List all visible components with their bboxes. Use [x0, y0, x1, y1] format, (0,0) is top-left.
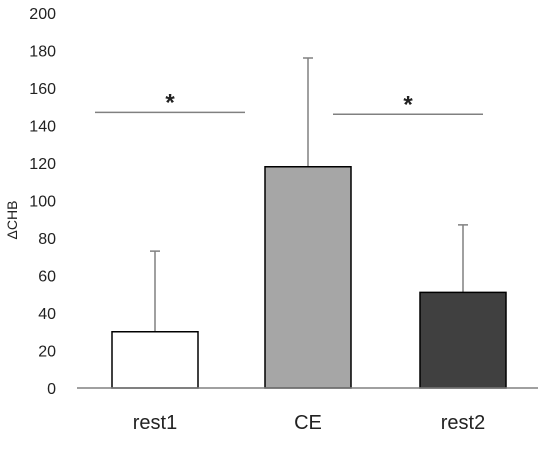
y-tick-label: 200	[29, 6, 56, 23]
y-tick-label: 40	[38, 306, 56, 323]
bar-rest2	[419, 291, 507, 389]
significance-marker: *	[403, 91, 413, 118]
y-axis-title: ΔCHB	[4, 201, 20, 240]
x-tick-label: CE	[294, 412, 322, 434]
y-tick-label: 20	[38, 344, 56, 361]
bar-rest1	[111, 331, 199, 389]
y-tick-label: 80	[38, 231, 56, 248]
y-tick-label: 100	[29, 194, 56, 211]
significance-marker: *	[165, 89, 175, 116]
y-tick-label: 0	[47, 381, 56, 398]
x-tick-label: rest2	[441, 412, 485, 434]
y-tick-label: 120	[29, 156, 56, 173]
y-tick-label: 140	[29, 119, 56, 136]
x-tick-label: rest1	[133, 412, 177, 434]
y-tick-label: 60	[38, 269, 56, 286]
bar-CE	[264, 166, 352, 389]
y-tick-label: 180	[29, 44, 56, 61]
y-tick-label: 160	[29, 81, 56, 98]
